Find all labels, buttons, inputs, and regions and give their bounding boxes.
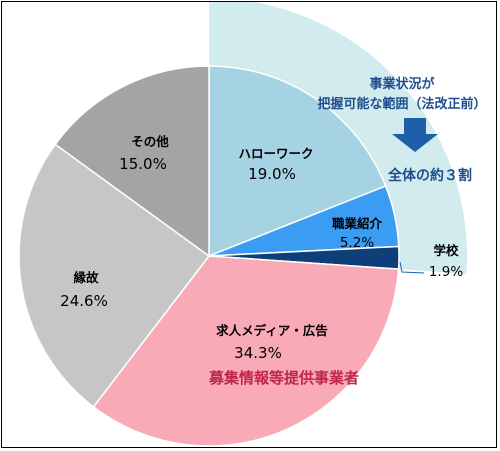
slice-label-agency: 職業紹介 [332,216,383,231]
slice-connections [18,143,211,408]
slice-value-agency: 5.2% [340,235,374,251]
slice-value-other: 15.0% [119,155,167,173]
highlight-text-line2: 把握可能な範囲（法改正前） [317,96,486,112]
slice-label-school: 学校 [433,243,459,258]
slice-layer [18,65,400,447]
slice-other [54,65,210,258]
slice-label-other: その他 [131,134,169,149]
slice-label-connections: 縁故 [73,270,99,285]
highlight-result: 全体の約３割 [387,167,472,184]
slice-label-media: 求人メディア・広告 [216,323,328,338]
slice-media [92,255,400,447]
slice-label-hellowork: ハローワーク [238,146,313,161]
recruit-group-label: 募集情報等提供事業者 [208,369,359,387]
highlight-text-line1: 事業状況が [369,76,434,92]
slice-value-school: 1.9% [429,264,463,280]
slice-value-connections: 24.6% [60,292,108,310]
school-leader-line [399,261,425,274]
slice-value-media: 34.3% [234,344,282,362]
slice-hellowork [208,65,387,258]
slice-value-hellowork: 19.0% [248,165,296,183]
down-arrow-icon [392,118,438,152]
